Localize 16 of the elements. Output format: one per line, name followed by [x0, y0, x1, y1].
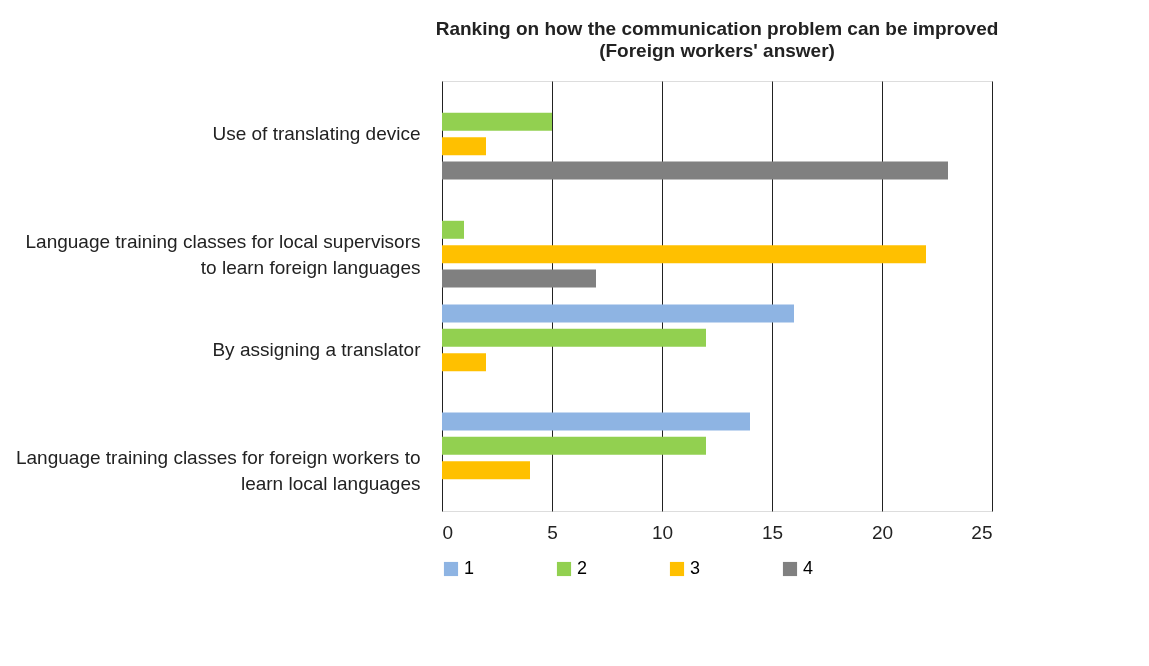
x-tick-label: 15 [761, 521, 784, 543]
x-tick-label: 20 [871, 521, 894, 543]
y-tick-label: Use of translating device [212, 122, 421, 144]
x-tick-label: 0 [442, 521, 454, 543]
x-tick-label: 25 [971, 521, 993, 543]
y-tick-label: Language training classes for foreign workers to learn local languages [15, 447, 421, 495]
legend-label: 3 [690, 558, 701, 578]
legend-label: 1 [464, 558, 475, 578]
chart-title: Ranking on how the communication problem can be improved [435, 18, 999, 39]
y-tick-label: Language training classes for local supervisors to learn foreign languages [25, 230, 421, 278]
legend-label: 4 [803, 558, 814, 578]
y-tick-label: By assigning a translator [212, 339, 422, 361]
x-tick-label: 10 [651, 521, 674, 543]
chart-subtitle: (Foreign workers' answer) [599, 40, 835, 61]
x-tick-label: 5 [547, 521, 558, 543]
legend-label: 2 [577, 558, 588, 578]
